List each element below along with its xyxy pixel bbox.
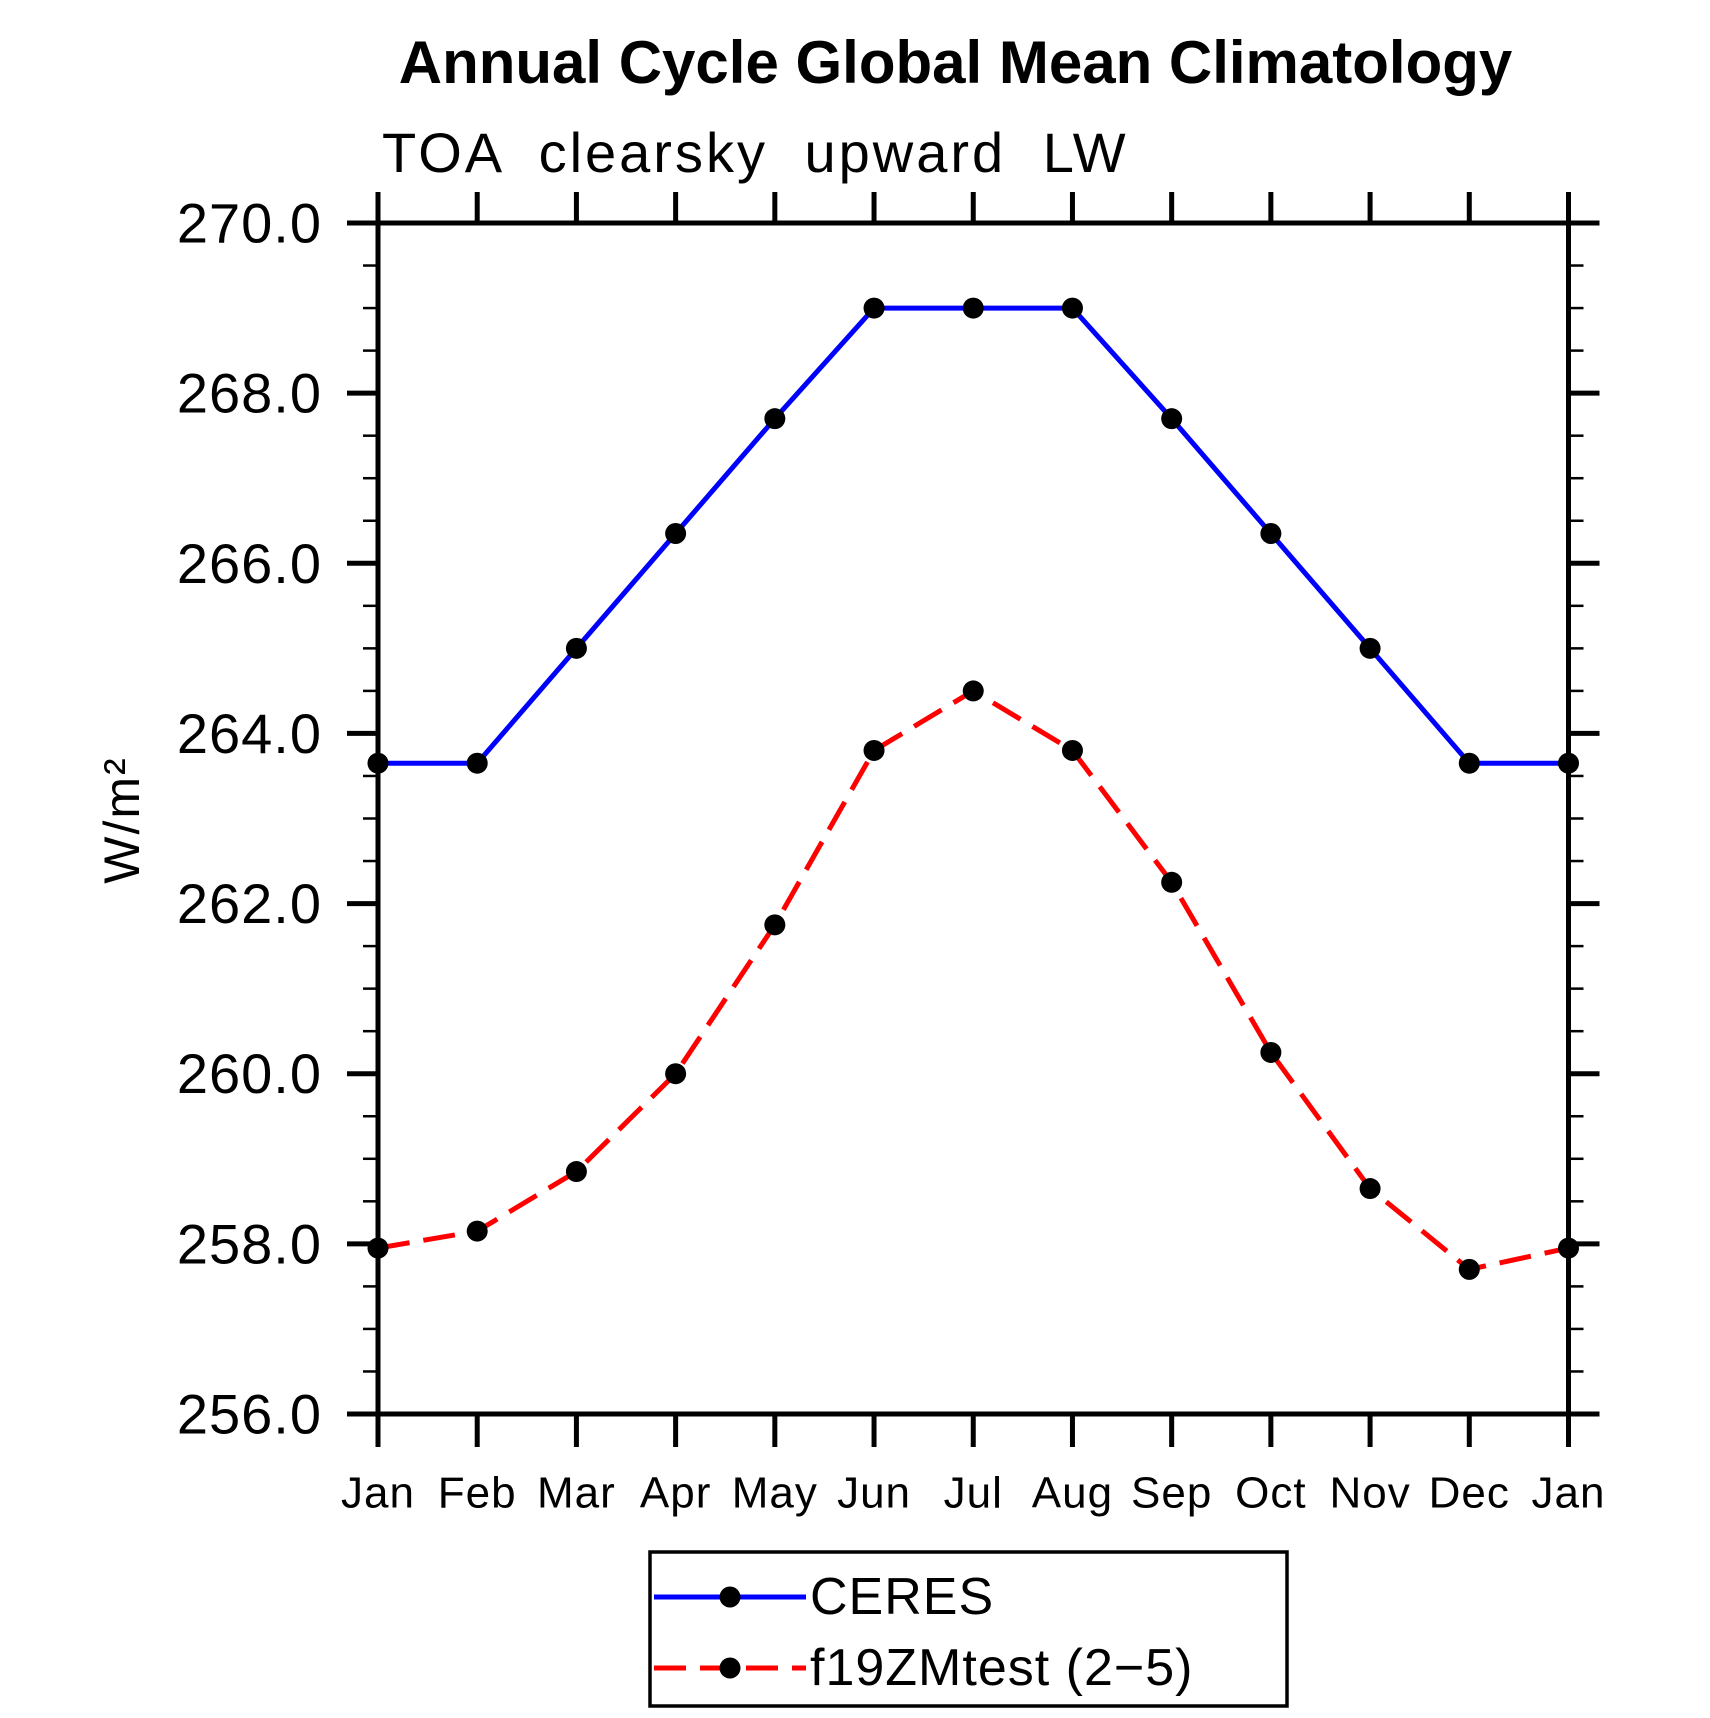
data-point bbox=[1260, 523, 1282, 545]
x-tick-label: Dec bbox=[1429, 1469, 1510, 1518]
data-point bbox=[1558, 1237, 1579, 1259]
data-point bbox=[1359, 637, 1381, 659]
x-tick-label: Jun bbox=[837, 1469, 911, 1518]
x-tick-label: Jul bbox=[944, 1469, 1003, 1518]
x-tick-label: Jan bbox=[1532, 1469, 1606, 1518]
data-point bbox=[466, 752, 488, 774]
y-tick-label: 270.0 bbox=[177, 192, 322, 255]
data-point bbox=[1061, 297, 1083, 319]
legend-box bbox=[648, 1550, 1289, 1708]
y-tick-label: 262.0 bbox=[177, 872, 322, 935]
legend-0-marker bbox=[719, 1586, 741, 1608]
legend-1-marker bbox=[719, 1657, 741, 1679]
data-point bbox=[367, 1237, 389, 1259]
data-point bbox=[1161, 871, 1183, 893]
data-point bbox=[1458, 1258, 1480, 1280]
x-tick-label: Apr bbox=[640, 1469, 711, 1518]
x-tick-label: May bbox=[732, 1469, 818, 1518]
data-point bbox=[764, 914, 786, 936]
x-tick-label: Jan bbox=[341, 1469, 415, 1518]
data-point bbox=[565, 1161, 587, 1183]
data-point bbox=[1458, 752, 1480, 774]
data-point bbox=[665, 523, 687, 545]
plot-frame bbox=[375, 220, 1571, 1417]
legend-0-label: CERES bbox=[810, 1568, 994, 1626]
x-tick-label: Nov bbox=[1329, 1469, 1410, 1518]
data-point bbox=[1061, 739, 1083, 761]
data-point bbox=[1260, 1041, 1282, 1063]
data-point bbox=[962, 297, 984, 319]
data-point bbox=[764, 408, 786, 430]
y-tick-label: 258.0 bbox=[177, 1212, 322, 1275]
x-tick-label: Oct bbox=[1235, 1469, 1306, 1518]
data-point bbox=[367, 752, 389, 774]
x-tick-label: Aug bbox=[1032, 1469, 1113, 1518]
data-point bbox=[565, 637, 587, 659]
data-point bbox=[863, 297, 885, 319]
y-tick-label: 268.0 bbox=[177, 362, 322, 425]
y-tick-label: 260.0 bbox=[177, 1042, 322, 1105]
data-point bbox=[665, 1063, 687, 1085]
data-point bbox=[962, 680, 984, 702]
y-tick-label: 266.0 bbox=[177, 532, 322, 595]
data-point bbox=[863, 739, 885, 761]
legend-1-label: f19ZMtest (2−5) bbox=[810, 1639, 1193, 1697]
y-tick-label: 264.0 bbox=[177, 702, 322, 765]
data-point bbox=[1558, 752, 1579, 774]
series-1-line bbox=[377, 687, 1570, 1273]
chart-subtitle: TOA clearsky upward LW bbox=[382, 121, 1129, 184]
data-point bbox=[1161, 408, 1183, 430]
x-tick-label: Feb bbox=[438, 1469, 517, 1518]
chart-title: Annual Cycle Global Mean Climatology bbox=[398, 29, 1513, 96]
data-point bbox=[1359, 1178, 1381, 1200]
x-tick-label: Sep bbox=[1131, 1469, 1212, 1518]
data-point bbox=[466, 1220, 488, 1242]
x-tick-label: Mar bbox=[537, 1469, 616, 1518]
y-tick-label: 256.0 bbox=[177, 1383, 322, 1446]
